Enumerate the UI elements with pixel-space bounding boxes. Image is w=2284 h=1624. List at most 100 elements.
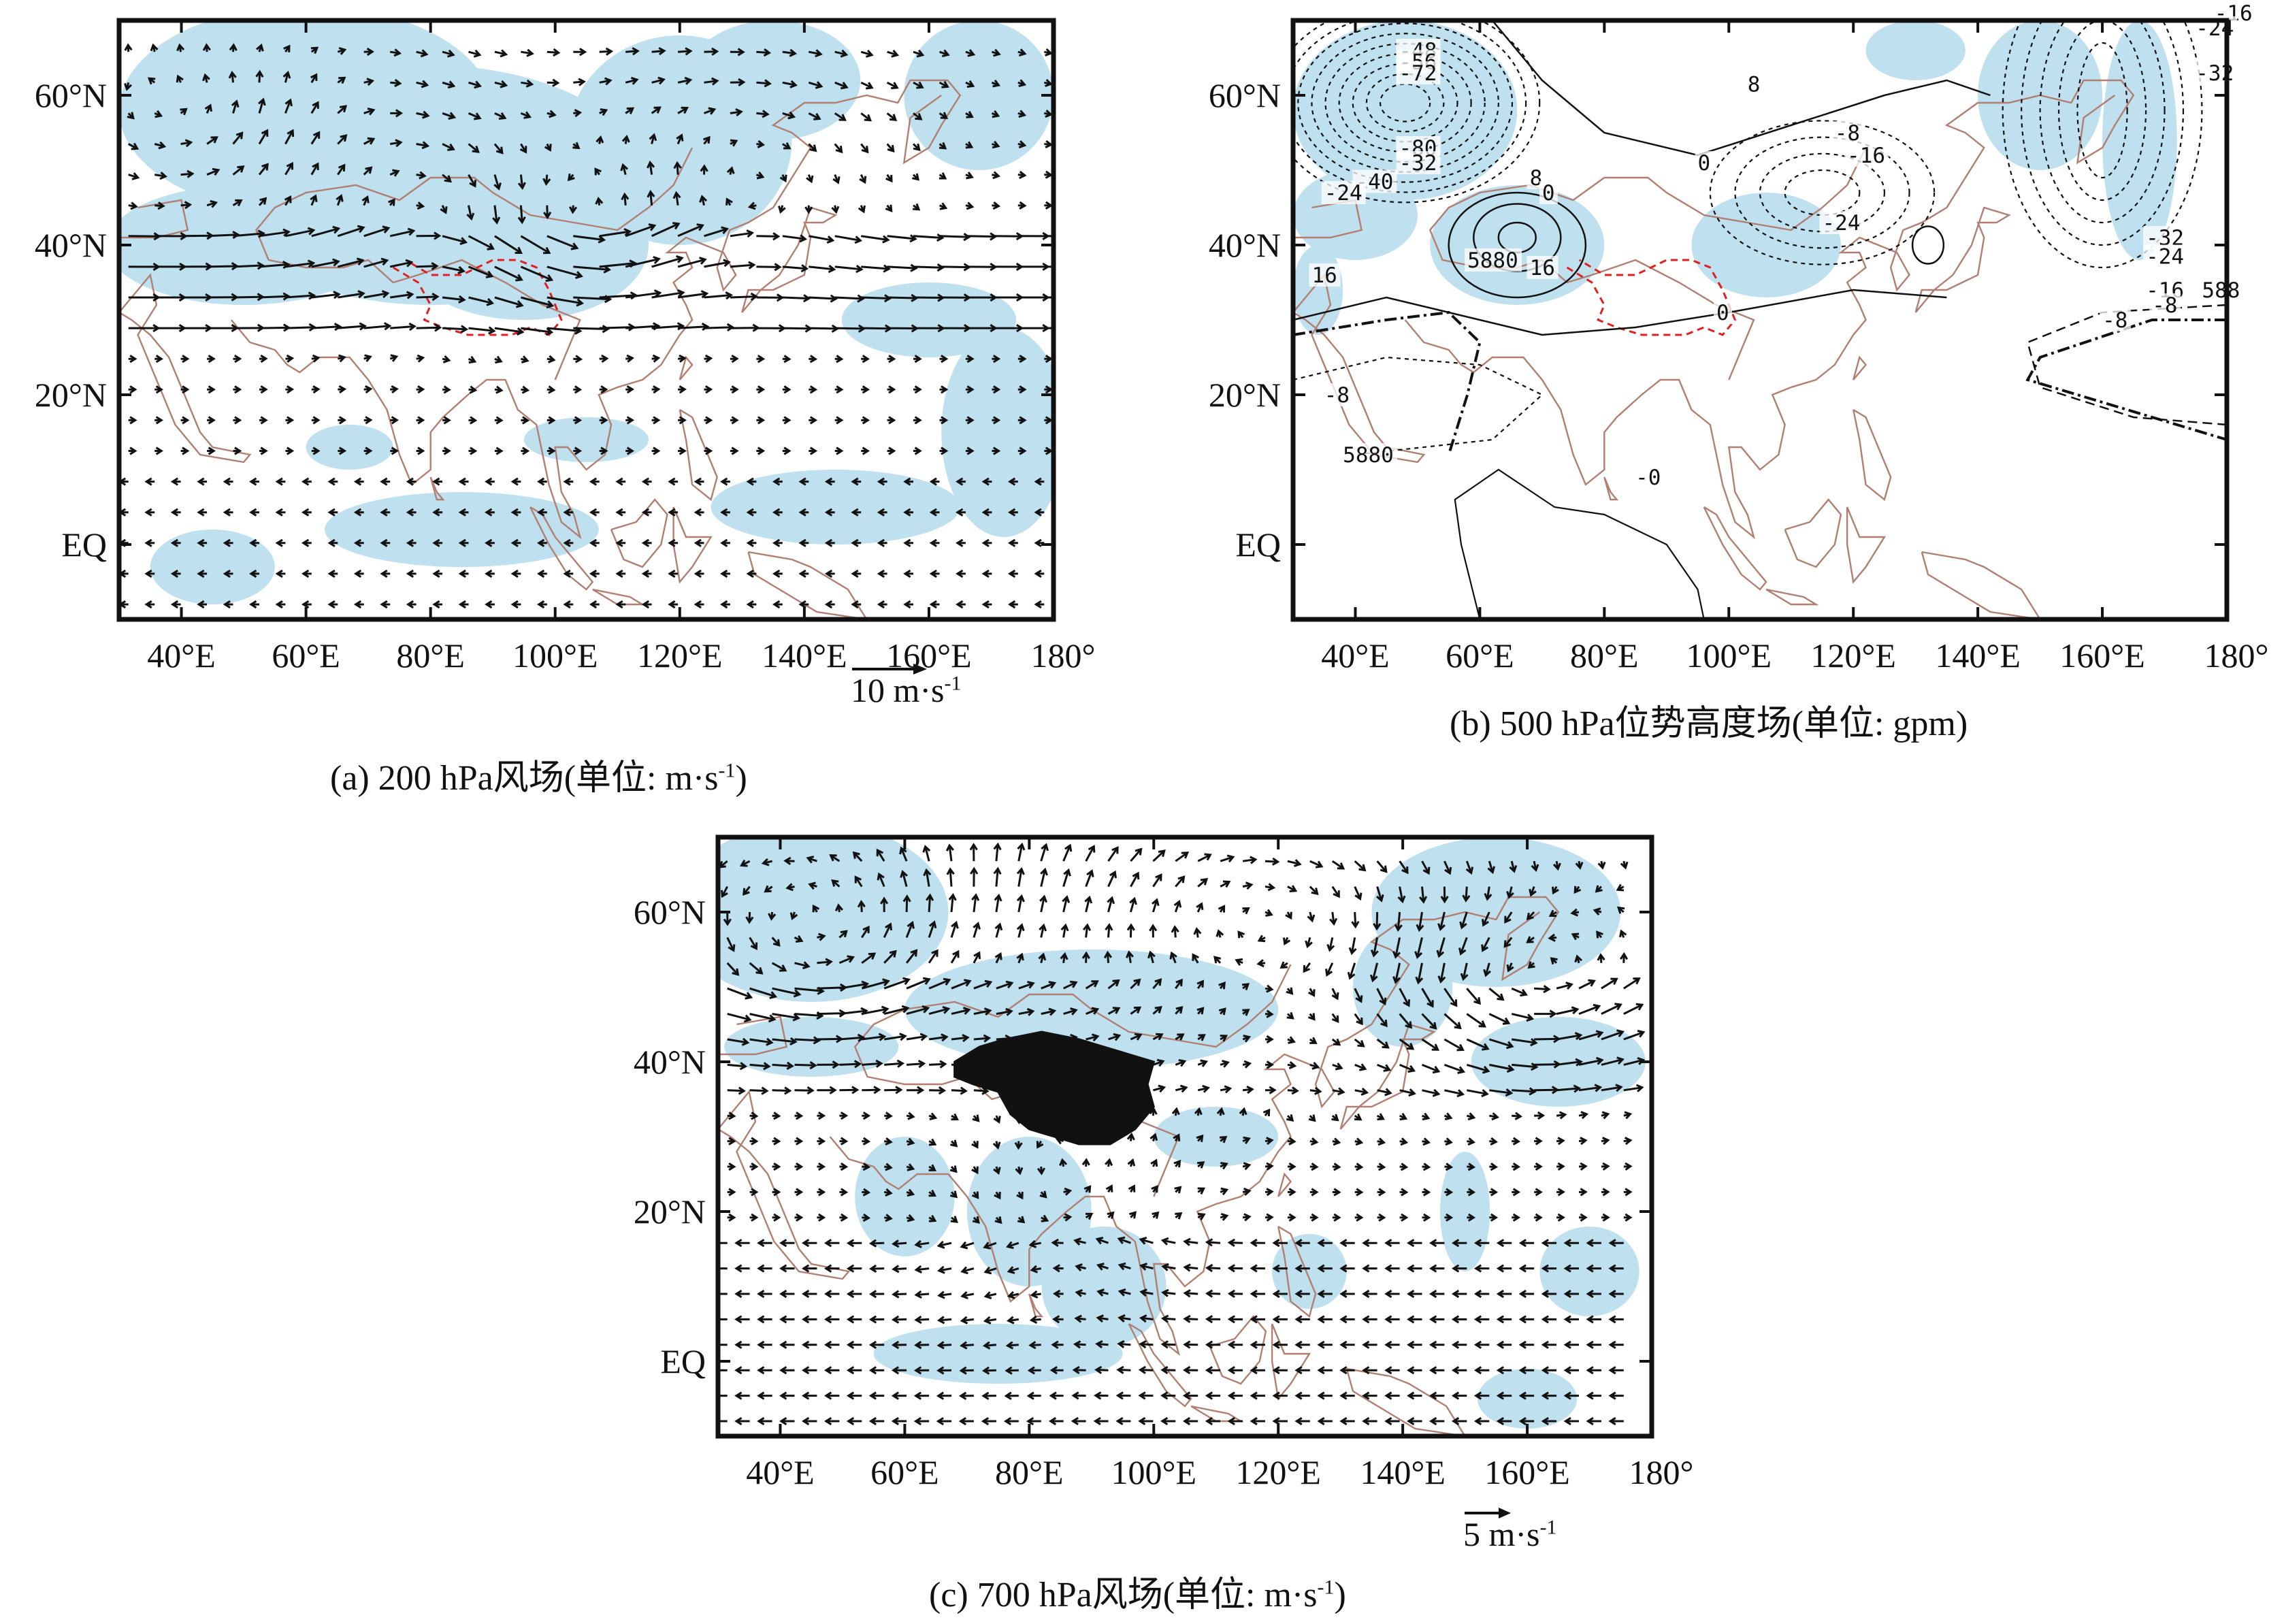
wind-vector (1623, 1188, 1633, 1197)
wind-vector (981, 1391, 996, 1400)
contour-label: 8 (1748, 73, 1761, 97)
wind-vector (1183, 1237, 1198, 1246)
wind-vector (950, 949, 960, 964)
wind-vector (1601, 1137, 1610, 1146)
wind-vector (259, 323, 291, 332)
wind-vector (912, 203, 921, 211)
wind-vector (1220, 880, 1231, 888)
wind-vector (1242, 907, 1250, 915)
wind-vector (284, 98, 293, 114)
wind-vector (1072, 1365, 1086, 1375)
wind-vector (1399, 1188, 1409, 1197)
wind-vector (1354, 1087, 1369, 1096)
wind-vector (1242, 1162, 1252, 1171)
wind-vector (906, 1005, 930, 1016)
wind-vector (745, 911, 754, 924)
wind-vector (891, 1416, 907, 1426)
wind-vector (519, 143, 527, 154)
wind-vector (536, 569, 547, 578)
wind-vector (1376, 860, 1388, 873)
wind-vector (834, 294, 865, 303)
wind-vector (233, 385, 242, 394)
wind-vector (1443, 988, 1458, 1007)
wind-vector (1563, 1264, 1579, 1273)
wind-vector (951, 979, 972, 990)
wind-vector (1039, 894, 1048, 913)
wind-vector (1399, 988, 1411, 1007)
wind-vector (154, 416, 164, 425)
wind-vector (834, 355, 844, 363)
wind-vector (1018, 1007, 1035, 1016)
wind-vector (718, 1315, 728, 1324)
panel-c-reference-sup: -1 (1539, 1516, 1557, 1539)
wind-vector (992, 385, 1001, 394)
wind-vector (1601, 1188, 1610, 1197)
wind-vector (1218, 905, 1226, 913)
wind-vector (883, 1188, 893, 1197)
wind-vector (223, 600, 233, 609)
wind-vector (563, 600, 574, 609)
wind-vector (1294, 1340, 1310, 1349)
wind-vector (284, 195, 292, 206)
wind-vector (704, 291, 733, 300)
wind-vector (720, 477, 730, 486)
wind-vector (903, 600, 913, 609)
wind-vector (1601, 1029, 1625, 1041)
wind-vector (1016, 923, 1025, 938)
wind-vector (361, 195, 370, 206)
wind-vector (197, 569, 208, 578)
coastline-segment-2 (1404, 79, 2135, 540)
wind-vector (1063, 1213, 1073, 1222)
wind-vector (876, 848, 885, 862)
wind-vector (1139, 1263, 1154, 1271)
wind-vector (868, 1416, 885, 1426)
wind-vector (1331, 988, 1339, 1001)
wind-vector (948, 893, 957, 913)
wind-vector (337, 257, 365, 268)
wind-vector (782, 416, 792, 425)
contour-label-background (2199, 278, 2244, 302)
wind-vector (485, 477, 495, 486)
wind-vector (510, 600, 521, 609)
shade-blob-14 (1477, 1369, 1578, 1429)
wind-vector (1377, 1163, 1386, 1171)
wind-vector (734, 1264, 750, 1273)
wind-vector (1182, 1391, 1198, 1400)
wind-vector (546, 416, 556, 425)
wind-vector (1081, 951, 1090, 963)
wind-vector (1608, 1391, 1624, 1400)
wind-vector (651, 47, 666, 56)
wind-vector (824, 569, 835, 578)
wind-vector (905, 949, 918, 964)
wind-vector (970, 866, 979, 887)
wind-vector (1175, 1059, 1187, 1067)
wind-vector (180, 169, 195, 178)
wind-vector (949, 1190, 958, 1199)
contour-label-background (1633, 466, 1665, 489)
wind-vector (494, 385, 504, 394)
wind-vector (960, 1341, 974, 1350)
wind-vector (861, 978, 890, 990)
wind-vector (749, 1013, 777, 1023)
coastline-segment-11 (429, 476, 445, 501)
coastline-segment-6 (1209, 1315, 1267, 1385)
wind-vector (886, 143, 895, 153)
wind-vector (1354, 1113, 1363, 1121)
wind-vector (1242, 1213, 1252, 1222)
wind-vector (353, 508, 364, 517)
contour-negative (2039, 20, 2166, 224)
wind-vector (839, 1188, 849, 1197)
wind-vector (1040, 843, 1049, 862)
x-tick-label: 100°E (512, 636, 598, 675)
wind-vector (1175, 1033, 1185, 1041)
wind-vector (1541, 1315, 1557, 1324)
wind-vector (1481, 937, 1490, 952)
coastline-segment-4 (529, 506, 594, 591)
wind-vector (1138, 1416, 1154, 1426)
wind-vector (232, 131, 244, 145)
wind-vector (1473, 1289, 1490, 1299)
contour-negative (2076, 42, 2128, 179)
wind-vector (1107, 846, 1119, 862)
wind-vector (1161, 1288, 1176, 1297)
wind-vector (794, 1188, 804, 1197)
